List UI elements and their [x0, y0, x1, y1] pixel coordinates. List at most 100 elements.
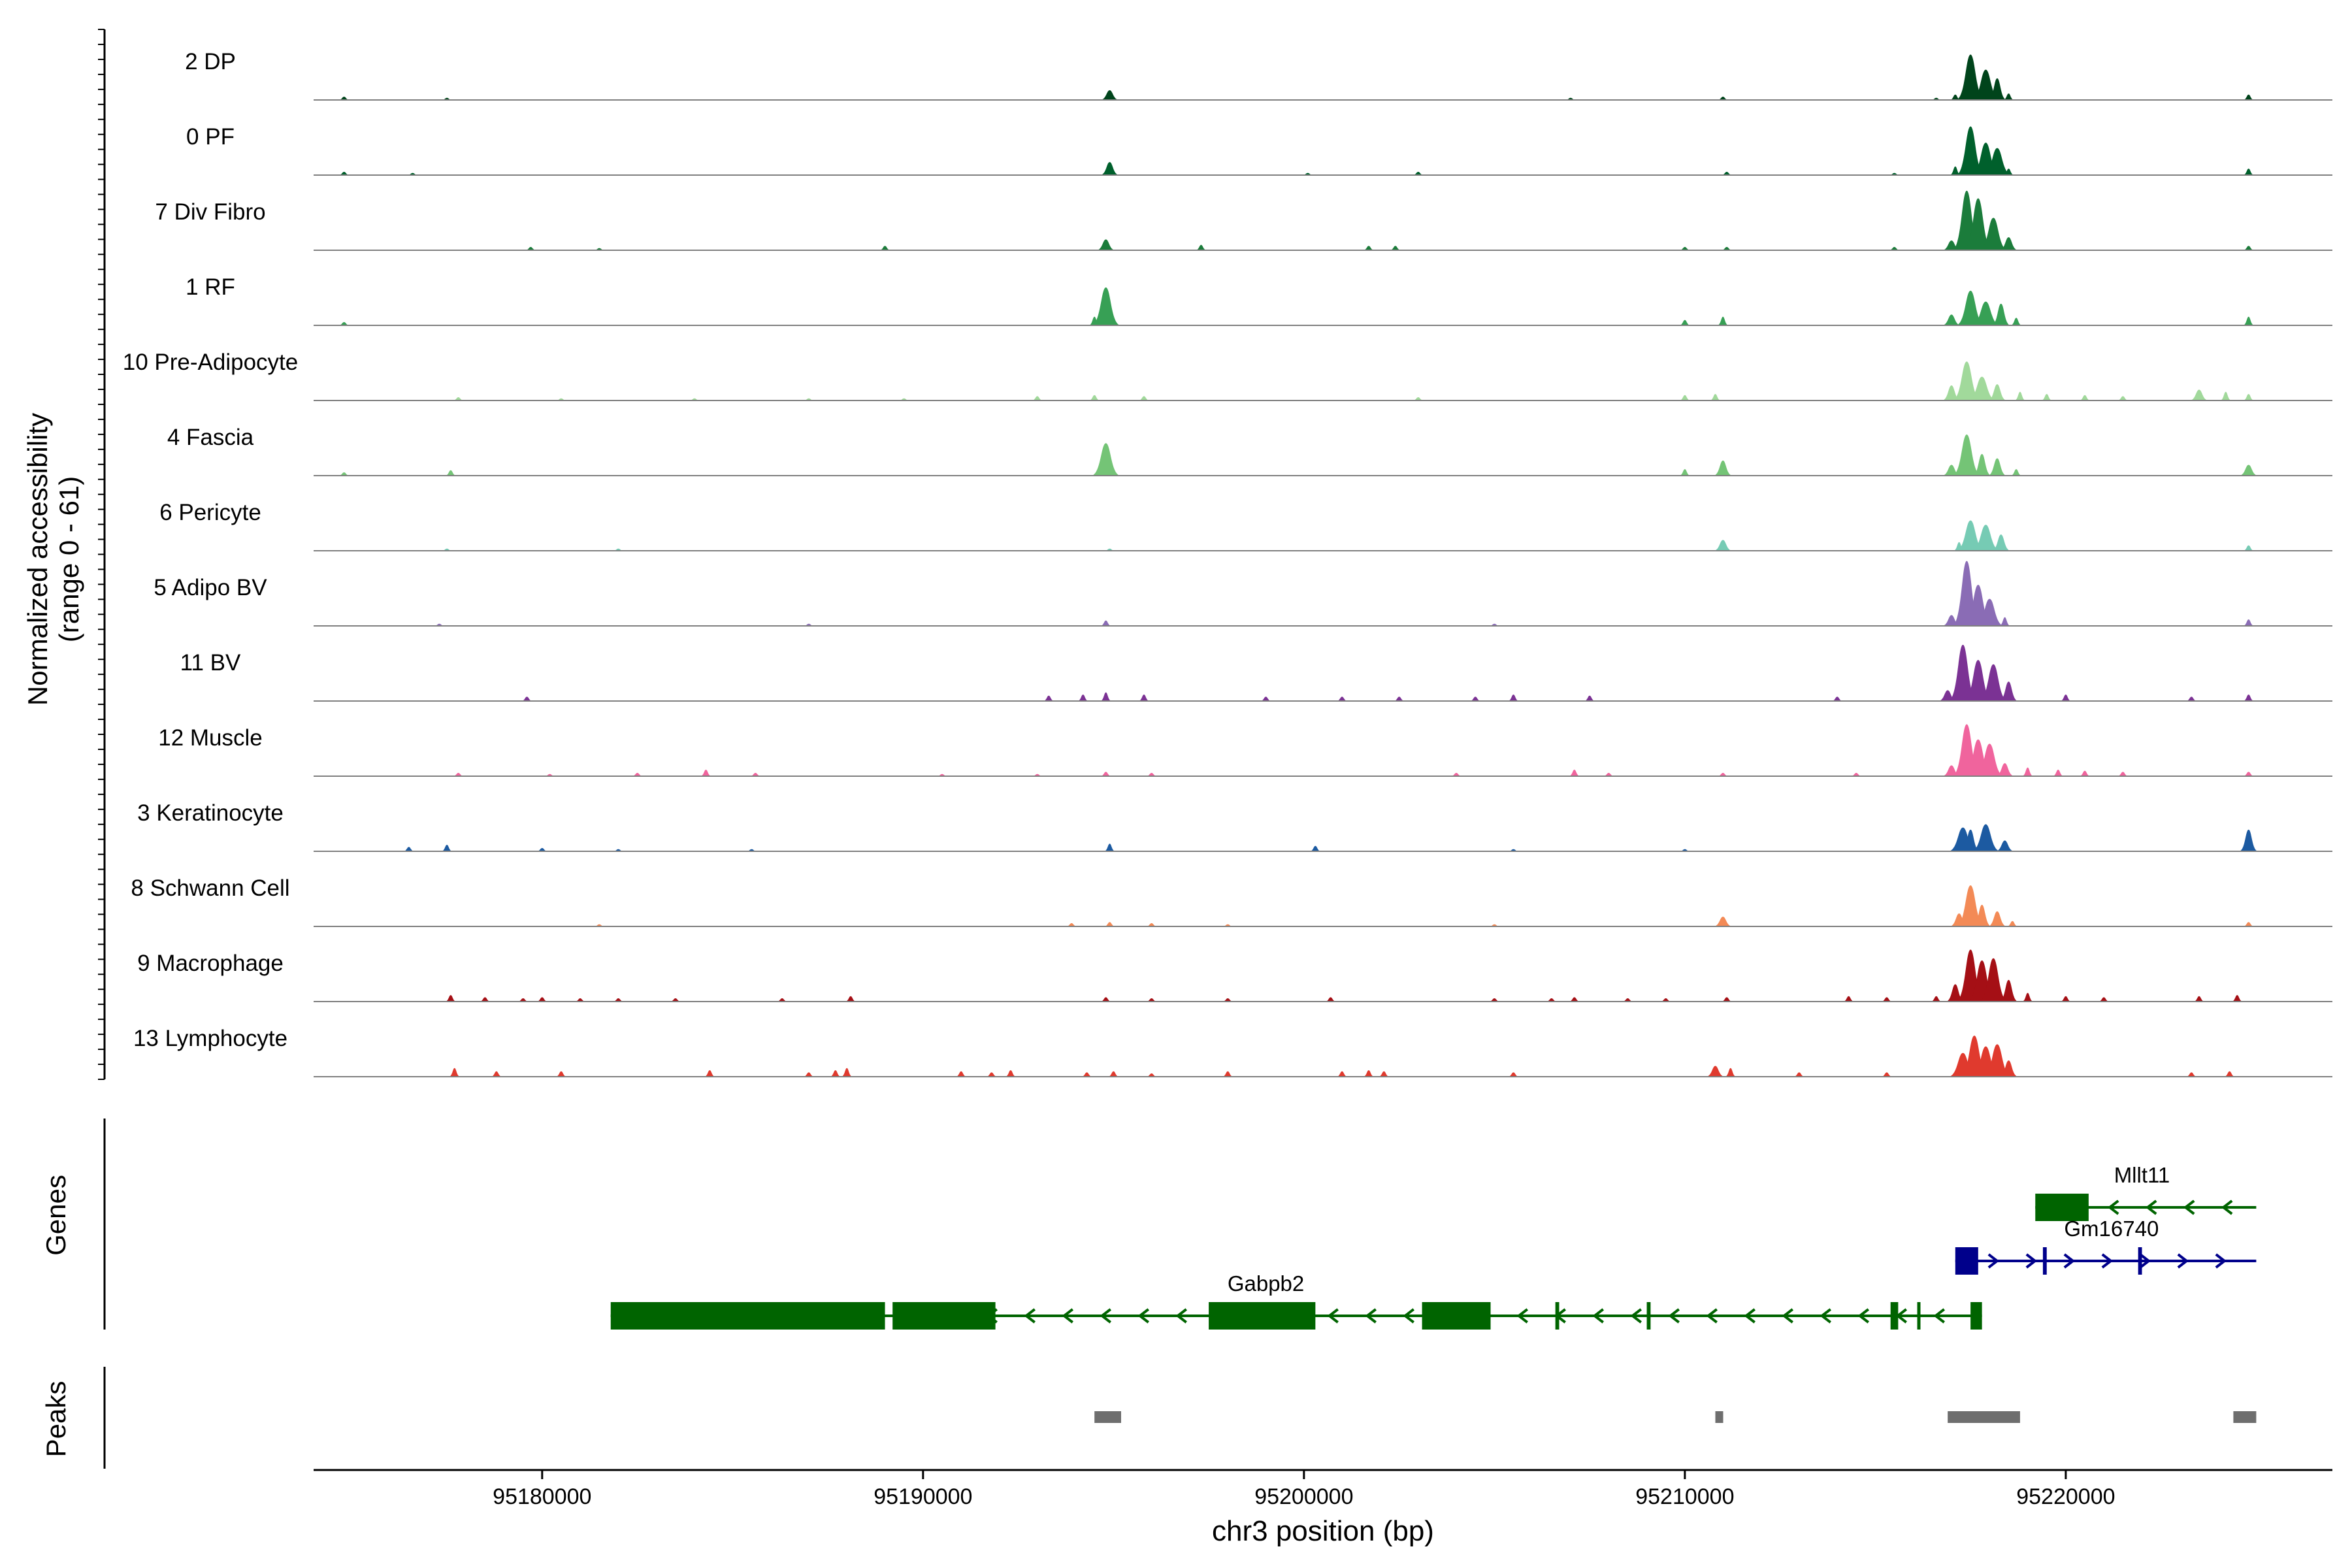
coverage-peak — [1378, 1071, 1390, 1077]
coverage-peak — [1717, 317, 1729, 325]
gene-exon — [1970, 1302, 1982, 1330]
gene-exon — [1556, 1302, 1560, 1330]
coverage-peak — [1713, 917, 1733, 926]
x-tick-label: 95180000 — [493, 1484, 591, 1509]
coverage-peak — [2006, 921, 2018, 926]
coverage-peak — [1710, 394, 1722, 400]
y-axis-range-label: (range 0 - 61) — [54, 476, 84, 642]
coverage-peak — [2231, 995, 2243, 1002]
gene-exon — [1955, 1247, 1978, 1275]
track-11-bv: 11 BV — [180, 645, 2332, 701]
coverage-peak — [1088, 395, 1100, 400]
coverage-plot: Normalized accessibility (range 0 - 61) … — [0, 0, 2352, 1568]
coverage-peak — [1569, 770, 1580, 776]
track-label: 13 Lymphocyte — [133, 1026, 287, 1051]
coverage-peak — [491, 1071, 502, 1077]
coverage-peak — [2243, 546, 2255, 551]
coverage-peak — [1005, 1070, 1017, 1077]
gene-exon — [1918, 1302, 1921, 1330]
coverage-peak — [1195, 245, 1207, 250]
coverage-peak — [845, 996, 857, 1002]
coverage-peak — [1043, 696, 1054, 701]
track-label: 5 Adipo BV — [154, 575, 267, 600]
track-label: 10 Pre-Adipocyte — [123, 350, 298, 375]
track-2-dp: 2 DP — [185, 49, 2332, 100]
coverage-peak — [2243, 394, 2255, 400]
coverage-peak — [1107, 1071, 1119, 1077]
x-axis: 95180000 95190000 95200000 95210000 95220000 — [314, 1470, 2332, 1509]
track-label: 1 RF — [186, 274, 235, 300]
coverage-peak — [445, 470, 457, 476]
coverage-peak — [2079, 771, 2091, 776]
track-9-macrophage: 9 Macrophage — [137, 950, 2332, 1002]
coverage-peak — [2022, 993, 2034, 1002]
track-label: 3 Keratinocyte — [137, 800, 284, 826]
track-label: 11 BV — [180, 650, 241, 676]
coverage-peak — [2022, 768, 2034, 776]
coverage-peak — [2239, 830, 2259, 851]
peaks-panel — [105, 1367, 2256, 1469]
gene-label: Gabpb2 — [1228, 1271, 1304, 1296]
gene-gm16740: Gm16740 — [1955, 1217, 2257, 1275]
gene-exon — [1891, 1302, 1899, 1330]
peak-region — [1716, 1411, 1723, 1423]
coverage-peak — [1309, 846, 1321, 851]
track-label: 4 Fascia — [167, 425, 254, 450]
y-axis-label: Normalized accessibility — [22, 413, 53, 706]
genes-panel: Mllt11 Gm16740 Gabpb2 — [105, 1119, 2256, 1330]
x-tick-label: 95220000 — [2016, 1484, 2115, 1509]
coverage-peak — [1942, 314, 1961, 325]
track-5-adipo-bv: 5 Adipo BV — [154, 561, 2332, 626]
coverage-peak — [1713, 461, 1733, 476]
coverage-peak — [2060, 996, 2072, 1002]
coverage-peak — [2189, 389, 2209, 400]
coverage-peak — [1679, 469, 1691, 476]
track-label: 2 DP — [185, 49, 236, 74]
gene-gabpb2: Gabpb2 — [611, 1271, 1982, 1330]
coverage-peak — [2243, 619, 2255, 626]
coverage-peak — [1096, 239, 1116, 250]
coverage-peak — [1508, 694, 1520, 701]
gene-exon — [2043, 1247, 2047, 1275]
x-axis-label: chr3 position (bp) — [1212, 1515, 1434, 1547]
gene-exon — [611, 1302, 885, 1330]
coverage-peak — [1363, 1070, 1375, 1077]
track-10-pre-adipocyte: 10 Pre-Adipocyte — [123, 350, 2332, 400]
coverage-peak — [1987, 459, 2007, 476]
track-1-rf: 1 RF — [186, 274, 2332, 325]
gene-exon — [1422, 1302, 1491, 1330]
coverage-peak — [2010, 469, 2022, 476]
coverage-peak — [2243, 317, 2255, 325]
coverage-peak — [1713, 540, 1733, 551]
x-tick-label: 95210000 — [1635, 1484, 1734, 1509]
coverage-peak — [1100, 693, 1112, 701]
coverage-peak — [1725, 1068, 1737, 1077]
peak-region — [1094, 1411, 1121, 1423]
accessibility-tracks: 2 DP 0 PF 7 Div Fibro 1 RF 10 Pre-Adipocyte 4… — [123, 49, 2332, 1077]
track-7-div-fibro: 7 Div Fibro — [155, 191, 2332, 250]
coverage-peak — [555, 1071, 567, 1077]
coverage-peak — [1995, 840, 2015, 851]
track-0-pf: 0 PF — [186, 124, 2332, 175]
coverage-peak — [441, 845, 453, 851]
track-3-keratinocyte: 3 Keratinocyte — [137, 800, 2332, 851]
track-label: 12 Muscle — [158, 725, 263, 751]
gene-label: Mllt11 — [2114, 1163, 2170, 1187]
coverage-peak — [2220, 392, 2232, 400]
coverage-peak — [1100, 162, 1120, 175]
track-label: 6 Pericyte — [159, 500, 261, 525]
coverage-peak — [2224, 1071, 2236, 1077]
gene-exon — [2138, 1247, 2142, 1275]
track-12-muscle: 12 Muscle — [158, 725, 2332, 776]
coverage-peak — [1706, 1066, 1725, 1077]
coverage-peak — [1077, 694, 1089, 701]
coverage-peak — [2052, 770, 2064, 776]
peak-region — [1948, 1411, 2020, 1423]
peaks-axis-label: Peaks — [41, 1381, 71, 1458]
coverage-peak — [704, 1070, 715, 1077]
coverage-peak — [1336, 1071, 1348, 1077]
coverage-peak — [1584, 696, 1595, 701]
coverage-peak — [1100, 621, 1112, 626]
track-label: 8 Schwann Cell — [131, 875, 289, 901]
coverage-peak — [449, 1068, 461, 1077]
